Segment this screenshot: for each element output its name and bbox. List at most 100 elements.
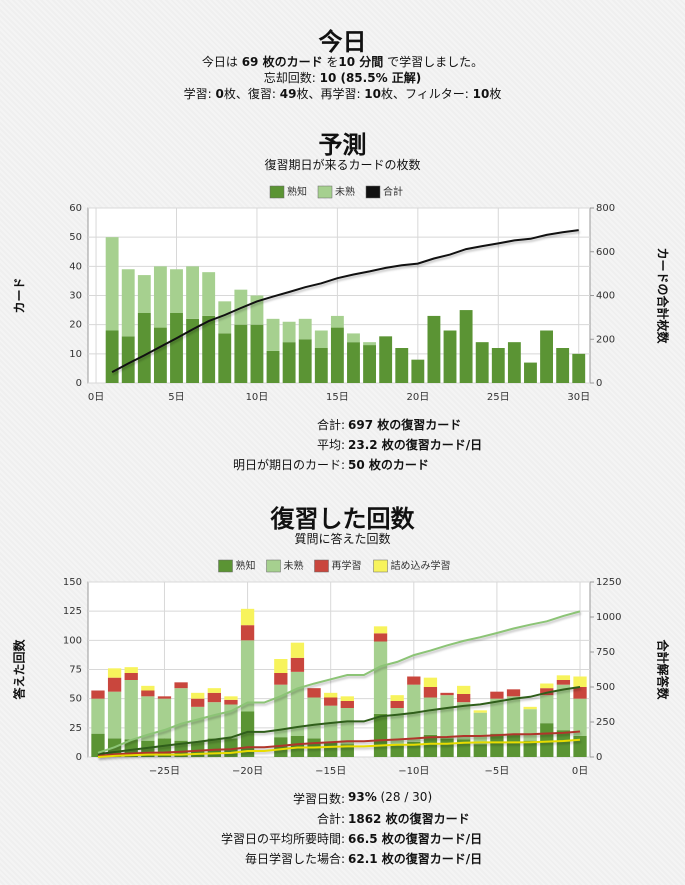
bar [324,741,338,757]
bar [407,676,421,685]
y-tick-label: 10 [69,349,82,360]
stat-value: 62.1 枚の復習カード/日 [348,850,482,867]
bar [266,318,280,351]
bar [540,695,554,724]
bar [524,362,537,383]
bar [473,712,487,745]
bar [475,342,489,383]
bar [207,702,221,739]
bar [507,342,521,383]
reviews-subtitle: 質問に答えた回数 [294,532,391,546]
y-tick-label: 150 [63,577,82,588]
x-tick-label: 0日 [572,766,588,777]
line [111,229,579,373]
bar [250,324,264,383]
today-line: 今日は 69 枚のカード を10 分間 で学習しました。 [0,53,685,70]
x-tick-label: 25日 [487,392,510,403]
today-line-part: 10 [472,87,490,101]
bar [572,353,586,383]
bar [506,696,521,734]
today-line-part: 枚 [489,87,502,101]
bar [224,696,238,700]
bar [390,695,404,701]
y-tick-label: 20 [69,320,82,331]
bar [423,734,438,757]
today-line-part: 今日は [201,55,242,69]
today-line-part: 枚、再学習: [296,87,365,101]
stat-label: 合計: [316,812,345,826]
bar [307,697,321,739]
x-tick-label: 20日 [406,392,429,403]
y-tick-label: 125 [63,606,82,617]
legend-label: 合計 [383,185,403,198]
legend-swatch [317,185,333,199]
bar [423,687,438,698]
bar [240,625,255,641]
bar [390,744,404,757]
y2-tick-label: 500 [596,682,615,693]
bar [153,327,167,383]
bar [573,736,587,757]
bar [491,348,505,383]
y2-tick-label: 200 [596,334,615,345]
bar [266,350,280,383]
today-line-part: 10 (85.5% 正解) [319,71,422,85]
legend-swatch [269,185,285,199]
line [97,686,581,756]
bar [174,682,188,689]
today-line-part: 49 [279,87,297,101]
bar [473,744,487,757]
bar [363,342,377,346]
today-line: 忘却回数: 10 (85.5% 正解) [0,69,685,86]
y-tick-label: 50 [69,232,82,243]
legend-label: 未熟 [284,559,304,572]
bar [427,315,441,383]
today-line-part: 10 [364,87,381,101]
bar [490,733,504,757]
bar [556,348,570,383]
bar [523,706,537,710]
bar [186,266,200,319]
bar [121,269,135,337]
stat-label: 合計: [316,418,345,432]
stat-value-part: (28 / 30) [376,790,433,804]
bar [330,327,344,383]
bar [347,342,360,383]
y2-tick-label: 0 [596,378,602,389]
bar [202,272,216,316]
stat-label: 学習日の平均所要時間: [220,832,345,846]
x-tick-label: 30日 [567,392,590,403]
today-line-part: 69 枚のカード [241,55,323,69]
bar [373,641,388,714]
bar [207,692,221,703]
y-tick-label: 25 [69,723,82,734]
stat-value-part: 62.1 枚の復習カード/日 [348,852,483,866]
bar [411,359,425,383]
today-title: 今日 [318,28,367,56]
forecast-subtitle: 復習期日が来るカードの枚数 [264,158,421,172]
today-line-part: 枚、フィルター: [381,87,473,101]
bar [523,709,537,741]
today-line-part: 忘却回数: [263,71,320,85]
y-axis-title: カード [13,277,27,313]
bar [240,711,255,757]
bar [224,699,238,705]
x-tick-label: 5日 [168,392,184,403]
bar [218,301,232,334]
stat-label: 学習日数: [292,792,345,806]
bar [141,685,155,691]
x-tick-label: 15日 [326,392,349,403]
legend-swatch [365,185,381,199]
bar [373,713,388,757]
bar [234,324,248,383]
y-tick-label: 0 [76,752,82,763]
stat-value-part: 697 枚の復習カード [348,418,462,432]
bar [473,710,487,713]
y2-tick-label: 1250 [596,577,621,588]
y2-tick-label: 750 [596,647,615,658]
bar [423,697,438,735]
y-tick-label: 75 [69,665,82,676]
bar [137,313,151,383]
bar [274,659,288,673]
bar [298,339,312,383]
